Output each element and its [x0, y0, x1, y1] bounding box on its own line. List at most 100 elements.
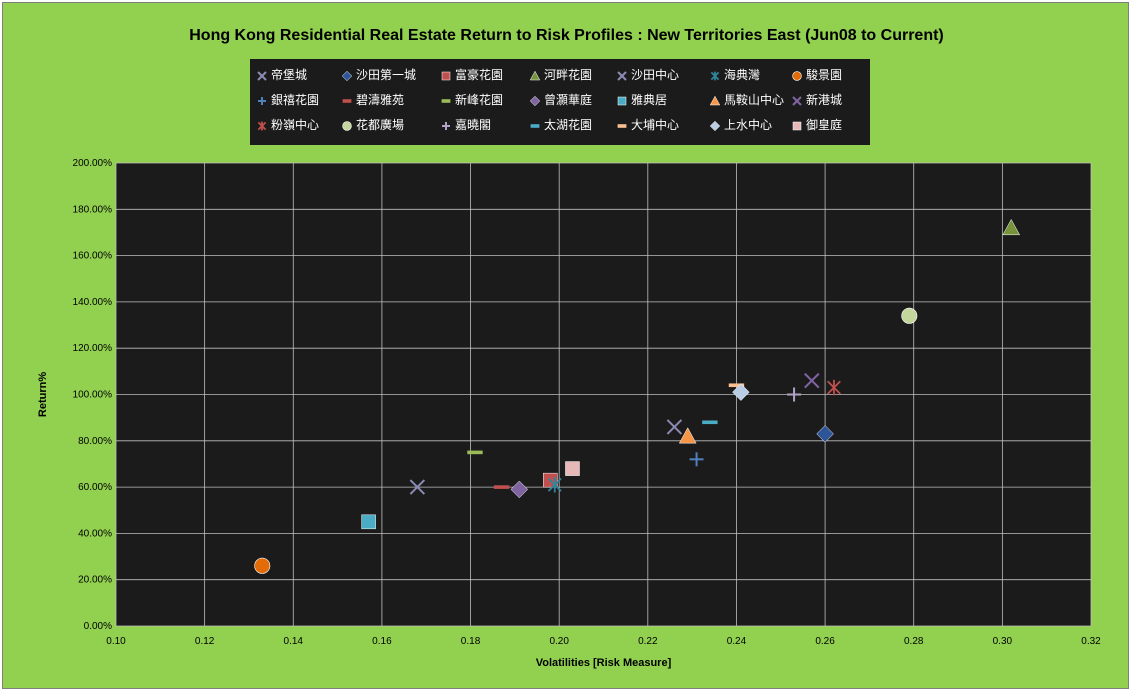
legend-label: 海典灣 [724, 68, 761, 82]
legend-marker [792, 95, 802, 106]
legend-marker [709, 95, 721, 105]
legend-marker-shape [529, 70, 541, 80]
legend-marker [342, 98, 352, 103]
legend-item: 新峰花園 [440, 89, 503, 111]
legend-item: 御皇庭 [791, 114, 842, 136]
x-tick-label: 0.30 [993, 636, 1013, 647]
legend-label: 上水中心 [724, 118, 773, 132]
chart-title: Hong Kong Residential Real Estate Return… [189, 27, 944, 44]
legend-marker-shape [710, 71, 720, 80]
legend-marker [441, 71, 451, 80]
legend-marker-shape [342, 98, 352, 103]
legend-label: 新港城 [806, 93, 843, 107]
y-tick-label: 160.00% [73, 251, 113, 262]
legend-marker-shape [530, 123, 540, 128]
legend-item: 駿景園 [791, 64, 842, 86]
legend-label: 馬鞍山中心 [724, 93, 785, 107]
scatter-plot: 0.10 0.12 0.14 0.16 0.18 0.20 0.22 0.24 0.26 0.28… [37, 158, 1101, 669]
legend-item: 帝堡城 [256, 64, 307, 86]
legend-marker [529, 95, 541, 106]
legend-marker-shape [617, 96, 627, 105]
legend-label: 曾灝華庭 [544, 93, 593, 107]
legend-label: 新峰花園 [455, 93, 504, 107]
legend-marker-shape [441, 71, 451, 80]
legend-item: 曾灝華庭 [529, 89, 592, 111]
y-axis-title: Return% [37, 372, 49, 417]
legend-marker [257, 70, 267, 81]
data-point [666, 419, 683, 435]
legend-label: 太湖花園 [544, 118, 593, 132]
data-point [467, 450, 483, 455]
legend-marker [257, 121, 267, 130]
legend-item: 沙田第一城 [341, 64, 416, 86]
data-point [678, 427, 697, 444]
legend-marker-shape [257, 70, 267, 81]
legend-label: 粉嶺中心 [271, 118, 320, 132]
legend-item: 雅典居 [616, 89, 667, 111]
legend-marker-shape [617, 70, 627, 81]
legend-item: 沙田中心 [616, 64, 679, 86]
legend-label: 沙田中心 [631, 68, 680, 82]
legend-marker-shape [442, 121, 450, 130]
data-point [1002, 218, 1021, 236]
legend-label: 御皇庭 [806, 118, 843, 132]
y-tick-label: 100.00% [73, 390, 113, 401]
legend-marker-shape [342, 120, 352, 131]
y-tick-label: 200.00% [73, 158, 113, 169]
legend-marker [530, 123, 540, 128]
data-point [254, 557, 271, 574]
legend-item: 粉嶺中心 [256, 114, 319, 136]
legend-marker-shape [257, 121, 267, 130]
data-point [361, 514, 376, 530]
data-point [702, 420, 718, 425]
x-tick-label: 0.24 [727, 636, 747, 647]
data-point [493, 485, 510, 489]
legend-item: 銀禧花園 [256, 89, 319, 111]
y-tick-label: 20.00% [78, 575, 112, 586]
data-point [510, 480, 529, 499]
legend-marker [617, 96, 627, 105]
x-tick-label: 0.28 [904, 636, 924, 647]
y-tick-label: 60.00% [78, 482, 112, 493]
y-tick-label: 180.00% [73, 204, 113, 215]
legend-label: 沙田第一城 [356, 68, 417, 82]
legend-label: 帝堡城 [271, 68, 308, 82]
legend-marker [441, 98, 451, 103]
legend-item: 馬鞍山中心 [709, 89, 784, 111]
legend-marker [341, 70, 353, 81]
chart-legend: 帝堡城 沙田第一城 富豪花園 河畔花園 沙田中心 海典灣 駿景園 銀禧花園 碧濤雅苑 新峰花園 曾灝… [250, 59, 870, 145]
y-tick-label: 0.00% [84, 621, 112, 632]
legend-label: 大埔中心 [631, 118, 680, 132]
data-point [565, 461, 580, 476]
legend-label: 河畔花園 [544, 68, 593, 82]
data-point [547, 477, 562, 493]
legend-marker-shape [441, 98, 451, 103]
legend-marker-shape [617, 123, 627, 128]
legend-marker [710, 71, 720, 80]
legend-item: 花都廣場 [341, 114, 404, 136]
x-tick-label: 0.32 [1081, 636, 1101, 647]
data-point [409, 479, 426, 495]
legend-item: 碧濤雅苑 [341, 89, 404, 111]
legend-marker [709, 120, 721, 131]
data-point [804, 372, 820, 389]
x-tick-label: 0.10 [106, 636, 126, 647]
legend-marker [617, 70, 627, 81]
legend-marker [617, 123, 627, 128]
legend-label: 花都廣場 [356, 118, 405, 132]
legend-marker [792, 70, 802, 81]
legend-marker-shape [792, 95, 802, 106]
data-point [689, 452, 704, 467]
legend-label: 碧濤雅苑 [356, 93, 405, 107]
legend-item: 河畔花園 [529, 64, 592, 86]
data-point [787, 387, 802, 402]
x-tick-label: 0.22 [638, 636, 658, 647]
x-tick-label: 0.12 [195, 636, 215, 647]
data-point [827, 379, 841, 396]
legend-label: 嘉曉閣 [455, 118, 492, 132]
x-tick-label: 0.16 [372, 636, 392, 647]
x-tick-label: 0.20 [549, 636, 569, 647]
x-axis-title: Volatilities [Risk Measure] [536, 657, 672, 669]
legend-marker-shape [258, 96, 266, 105]
